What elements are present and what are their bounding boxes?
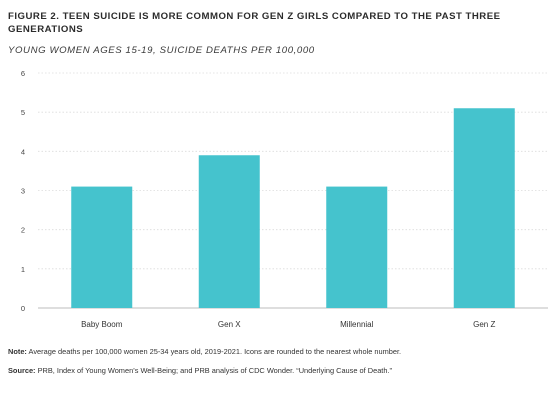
bar — [198, 155, 260, 308]
chart-title: FIGURE 2. TEEN SUICIDE IS MORE COMMON FO… — [8, 11, 501, 35]
y-tick-label: 5 — [21, 108, 25, 117]
bar — [326, 186, 388, 308]
note: Note: Average deaths per 100,000 women 2… — [8, 347, 401, 356]
source: Source: PRB, Index of Young Women’s Well… — [8, 366, 392, 375]
y-tick-label: 1 — [21, 265, 25, 274]
source-label: Source: — [8, 366, 36, 375]
y-tick-label: 2 — [21, 226, 25, 235]
bar — [71, 186, 133, 308]
bars — [71, 108, 515, 308]
source-text: PRB, Index of Young Women’s Well-Being; … — [37, 366, 392, 375]
note-label: Note: — [8, 347, 27, 356]
chart-subtitle: YOUNG WOMEN AGES 15-19, SUICIDE DEATHS P… — [8, 45, 315, 56]
y-tick-label: 0 — [21, 304, 25, 313]
x-tick-label: Gen X — [218, 320, 241, 329]
y-axis-ticks: 0 1 2 3 4 5 6 — [21, 69, 25, 313]
note-text: Average deaths per 100,000 women 25-34 y… — [28, 347, 402, 356]
bar-chart: 0 1 2 3 4 5 6 Baby Boom Gen X Millennial Gen Z — [21, 69, 548, 329]
y-tick-label: 4 — [21, 147, 25, 156]
x-tick-label: Gen Z — [473, 320, 495, 329]
bar — [453, 108, 515, 308]
x-tick-label: Millennial — [340, 320, 374, 329]
y-tick-label: 3 — [21, 187, 25, 196]
y-tick-label: 6 — [21, 69, 25, 78]
x-tick-label: Baby Boom — [81, 320, 123, 329]
x-axis-labels: Baby Boom Gen X Millennial Gen Z — [81, 320, 495, 329]
